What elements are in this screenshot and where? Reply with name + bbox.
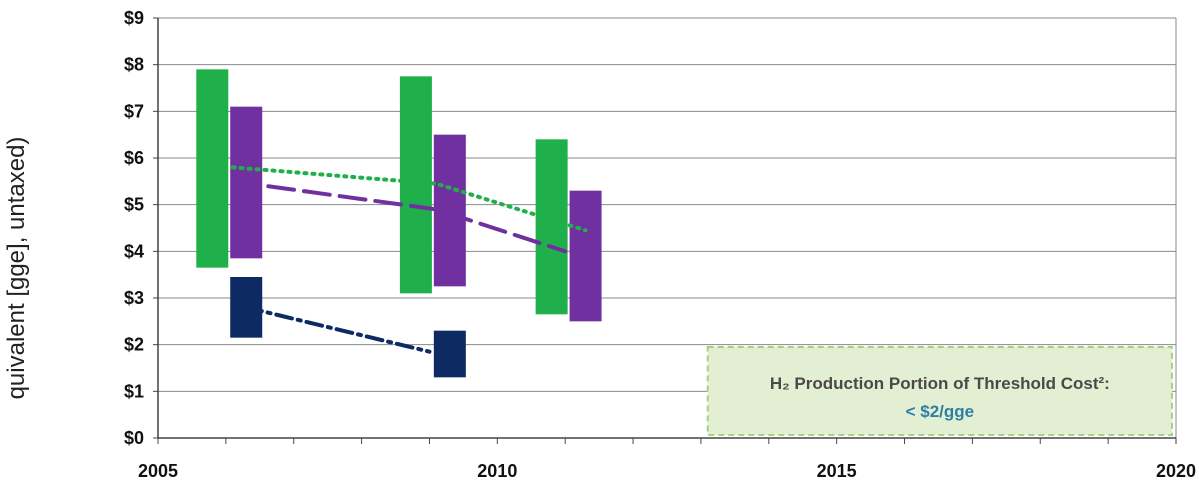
y-tick-label: $0 xyxy=(124,428,144,448)
range-bar-green xyxy=(535,139,568,315)
x-tick-label: 2005 xyxy=(138,461,178,481)
gridlines xyxy=(158,17,1177,439)
y-tick-label: $7 xyxy=(124,101,144,121)
y-axis-label: quivalent [gge], untaxed) xyxy=(3,137,30,400)
threshold-value: < $2/gge xyxy=(906,402,975,421)
trend-line-purple xyxy=(230,179,568,254)
range-bar-green xyxy=(399,76,432,294)
threshold-box xyxy=(706,346,1173,436)
range-bar-purple xyxy=(433,134,466,287)
axes xyxy=(153,17,1177,444)
y-tick-labels: $0 $1 $2 $3 $4 $5 $6 $7 $8 $9 xyxy=(124,8,144,448)
y-tick-label: $2 xyxy=(124,335,144,355)
y-tick-label: $4 xyxy=(124,241,144,261)
y-tick-label: $5 xyxy=(124,195,144,215)
y-tick-label: $1 xyxy=(124,381,144,401)
y-tick-label: $9 xyxy=(124,8,144,28)
x-tick-label: 2015 xyxy=(817,461,857,481)
range-bars xyxy=(196,69,602,378)
x-tick-labels: 2005 2010 2015 2020 xyxy=(138,461,1196,481)
trend-lines xyxy=(230,165,588,354)
y-tick-label: $8 xyxy=(124,55,144,75)
range-bar-navy xyxy=(433,330,466,378)
threshold-title: H₂ Production Portion of Threshold Cost²… xyxy=(770,374,1110,393)
range-bar-green xyxy=(196,69,229,268)
y-tick-label: $3 xyxy=(124,288,144,308)
threshold-annotation: H₂ Production Portion of Threshold Cost²… xyxy=(706,346,1173,436)
x-tick-label: 2010 xyxy=(477,461,517,481)
y-tick-label: $6 xyxy=(124,148,144,168)
range-bar-purple xyxy=(569,190,602,322)
trend-line-navy xyxy=(244,305,432,354)
x-tick-label: 2020 xyxy=(1156,461,1196,481)
